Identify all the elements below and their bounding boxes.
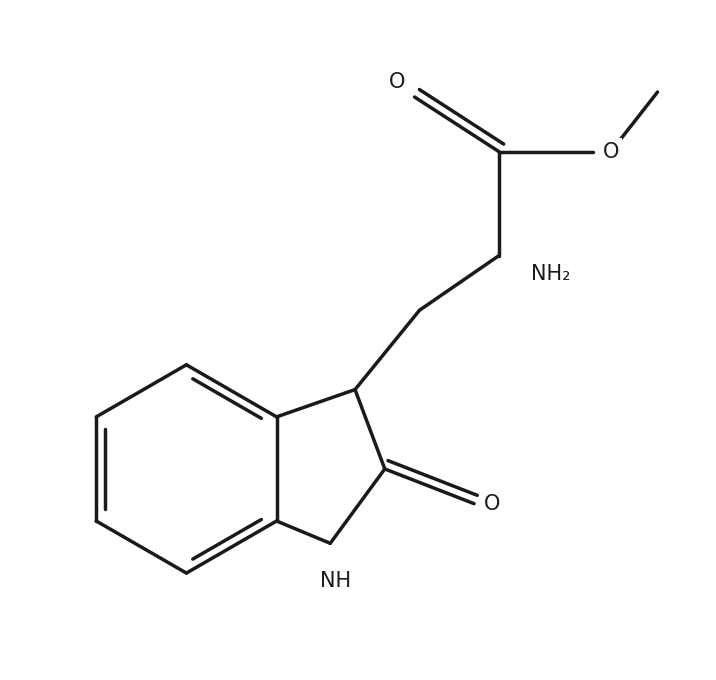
Text: O: O xyxy=(603,141,619,162)
Text: NH: NH xyxy=(319,571,351,591)
Text: NH₂: NH₂ xyxy=(531,264,570,284)
Text: O: O xyxy=(389,72,405,92)
Text: O: O xyxy=(484,494,500,513)
